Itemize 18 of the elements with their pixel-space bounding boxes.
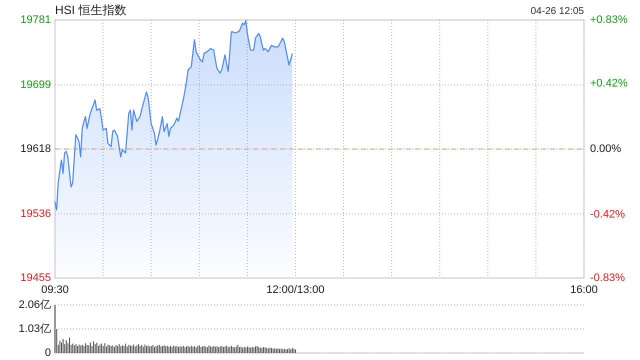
x-tick-label: 12:00/13:00 (266, 284, 325, 296)
y2-tick-label: +0.42% (590, 78, 628, 90)
text: 04-26 12:05 (530, 6, 584, 17)
chart-title: HSI 恒生指数 (55, 3, 126, 17)
x-tick-label: 09:30 (41, 284, 69, 296)
y-tick-label: 19699 (20, 78, 51, 91)
y-tick-label: 19536 (20, 208, 51, 220)
y-tick-label: 19618 (20, 143, 51, 155)
y-tick-label: 19781 (20, 14, 51, 26)
y-tick-label: 1.03亿 (18, 323, 51, 335)
y2-tick-label: -0.42% (590, 208, 626, 220)
y-tick-label: 19455 (20, 272, 51, 284)
y2-tick-label: 0.00% (590, 143, 622, 155)
y2-tick-label: -0.83% (590, 272, 626, 284)
x-tick-label: 16:00 (570, 284, 598, 296)
y2-tick-label: +0.83% (590, 14, 628, 26)
y-tick-label: 2.06亿 (18, 299, 51, 311)
y-tick-label: 0 (44, 347, 51, 359)
